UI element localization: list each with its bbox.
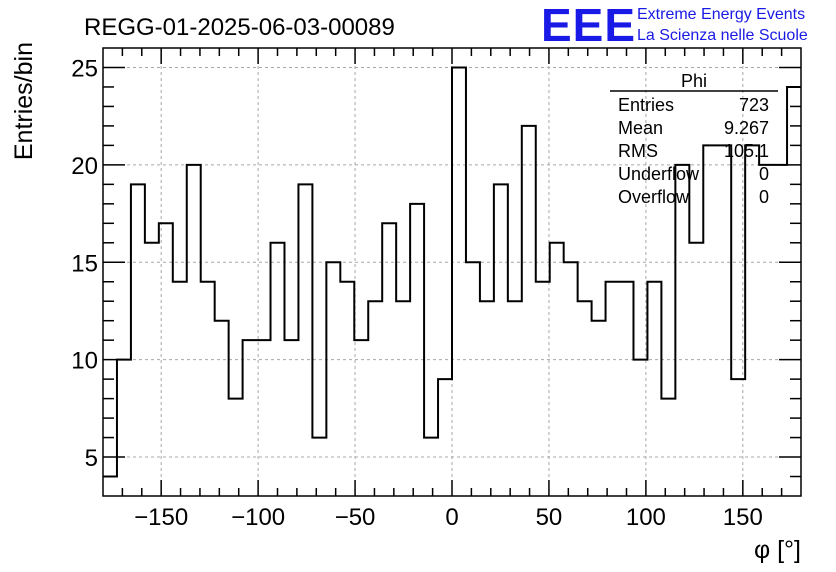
histogram-bin: [173, 282, 187, 496]
histogram-bin: [229, 399, 243, 496]
histogram-bin: [508, 301, 522, 496]
x-tick-label: 100: [626, 504, 666, 531]
eee-logo: EEE Extreme Energy Events La Scienza nel…: [541, 0, 808, 51]
stats-value: 723: [739, 95, 769, 115]
histogram-bin: [759, 165, 773, 496]
histogram-bin: [284, 340, 298, 496]
histogram-bin: [410, 204, 424, 496]
histogram-bin: [522, 126, 536, 496]
stats-value: 9.267: [724, 118, 769, 138]
y-tick-label: 10: [71, 348, 98, 375]
histogram-bin: [215, 321, 229, 496]
stats-title: Phi: [681, 71, 707, 91]
chart-title: REGG-01-2025-06-03-00089: [84, 14, 395, 41]
histogram-bin: [620, 282, 634, 496]
logo-mark: EEE: [541, 0, 636, 51]
x-tick-label: −50: [335, 504, 376, 531]
histogram-bin: [480, 301, 494, 496]
stats-label: Entries: [618, 95, 674, 115]
histogram-bin: [117, 360, 131, 496]
histogram-bin: [187, 165, 201, 496]
logo-line-1: Extreme Energy Events: [637, 6, 805, 23]
y-tick-labels: 5 10 15 20 25: [71, 55, 98, 472]
stats-value: 0: [759, 187, 769, 207]
histogram-bin: [257, 340, 271, 496]
histogram-bin: [703, 145, 717, 496]
stats-value: 0: [759, 164, 769, 184]
stats-box: Phi Entries 723 Mean 9.267 RMS 105.1 Underflow…: [610, 71, 778, 207]
histogram-bin: [243, 340, 257, 496]
histogram-bin: [340, 282, 354, 496]
plot-frame: [102, 47, 802, 497]
y-axis-label: Entries/bin: [10, 42, 38, 160]
histogram-bin: [201, 282, 215, 496]
histogram-bin: [298, 184, 312, 496]
x-tick-label: −100: [231, 504, 285, 531]
x-tick-label: 150: [723, 504, 763, 531]
axis-ticks: [103, 48, 801, 496]
logo-line-2: La Scienza nelle Scuole: [637, 27, 808, 44]
histogram-bin: [717, 145, 731, 496]
histogram-bin: [564, 262, 578, 496]
histogram-bin: [550, 243, 564, 496]
histogram-bin: [424, 438, 438, 496]
histogram-bin: [312, 438, 326, 496]
histogram-bin: [661, 399, 675, 496]
stats-label: Mean: [618, 118, 663, 138]
histogram-bin: [438, 379, 452, 496]
histogram-bin: [145, 243, 159, 496]
x-axis-label: φ [°]: [754, 536, 801, 564]
x-tick-label: 50: [536, 504, 563, 531]
histogram-bin: [633, 360, 647, 496]
x-tick-label: −150: [134, 504, 188, 531]
y-tick-label: 20: [71, 153, 98, 180]
histogram-bin: [689, 243, 703, 496]
stats-rows: Entries 723 Mean 9.267 RMS 105.1 Underflow 0 Ove…: [618, 95, 769, 207]
histogram-bin: [354, 340, 368, 496]
histogram-bin: [368, 301, 382, 496]
stats-label: RMS: [618, 141, 658, 161]
histogram-bin: [494, 184, 508, 496]
histogram-bin: [103, 477, 117, 496]
y-tick-label: 25: [71, 55, 98, 82]
histogram-bin: [592, 321, 606, 496]
x-tick-label: 0: [445, 504, 458, 531]
histogram-bin: [131, 184, 145, 496]
histogram-outline: [103, 66, 801, 478]
y-tick-label: 15: [71, 250, 98, 277]
y-tick-label: 5: [85, 445, 98, 472]
stats-label: Underflow: [618, 164, 700, 184]
stats-value: 105.1: [724, 141, 769, 161]
histogram-bin: [647, 282, 661, 496]
histogram-bin: [382, 223, 396, 496]
histogram-bin: [466, 262, 480, 496]
histogram-bin: [675, 165, 689, 496]
histogram-bin: [326, 262, 340, 496]
histogram-bin: [271, 243, 285, 496]
histogram-bin: [536, 282, 550, 496]
histogram-bin: [787, 87, 801, 496]
histogram-bin: [578, 301, 592, 496]
histogram-bin: [745, 145, 759, 496]
histogram-bin: [452, 67, 466, 496]
x-tick-labels: −150 −100 −50 0 50 100 150: [134, 504, 763, 531]
stats-label: Overflow: [618, 187, 690, 207]
histogram-bin: [606, 282, 620, 496]
histogram-bin: [773, 165, 787, 496]
histogram-bin: [396, 301, 410, 496]
